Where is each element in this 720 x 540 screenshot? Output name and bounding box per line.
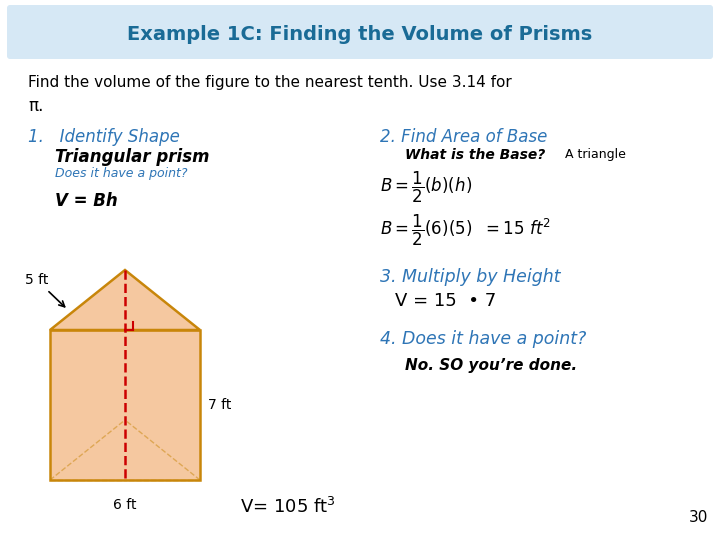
Text: V = 15  • 7: V = 15 • 7: [395, 292, 496, 310]
Text: 5 ft: 5 ft: [25, 273, 65, 307]
Text: Does it have a point?: Does it have a point?: [55, 167, 187, 180]
Text: V = Bh: V = Bh: [55, 192, 118, 210]
Text: Triangular prism: Triangular prism: [55, 148, 210, 166]
Text: 30: 30: [688, 510, 708, 525]
FancyBboxPatch shape: [50, 330, 200, 480]
Polygon shape: [50, 270, 200, 330]
Text: V= 105 ft$^3$: V= 105 ft$^3$: [240, 497, 336, 517]
Text: 1.   Identify Shape: 1. Identify Shape: [28, 128, 180, 146]
Text: 6 ft: 6 ft: [113, 498, 137, 512]
Text: $B = \dfrac{1}{2}(6)(5)\ \ = 15\ ft^2$: $B = \dfrac{1}{2}(6)(5)\ \ = 15\ ft^2$: [380, 213, 552, 248]
Text: 7 ft: 7 ft: [208, 398, 231, 412]
Text: 2. Find Area of Base: 2. Find Area of Base: [380, 128, 547, 146]
FancyBboxPatch shape: [7, 5, 713, 59]
Text: 4. Does it have a point?: 4. Does it have a point?: [380, 330, 586, 348]
Text: 3. Multiply by Height: 3. Multiply by Height: [380, 268, 561, 286]
Text: Find the volume of the figure to the nearest tenth. Use 3.14 for: Find the volume of the figure to the nea…: [28, 75, 512, 90]
Text: No. SO you’re done.: No. SO you’re done.: [405, 358, 577, 373]
Text: π.: π.: [28, 97, 43, 115]
Text: Example 1C: Finding the Volume of Prisms: Example 1C: Finding the Volume of Prisms: [127, 25, 593, 44]
Text: A triangle: A triangle: [565, 148, 626, 161]
Text: What is the Base?: What is the Base?: [405, 148, 545, 162]
Text: $B = \dfrac{1}{2}(b)(h)$: $B = \dfrac{1}{2}(b)(h)$: [380, 170, 472, 205]
